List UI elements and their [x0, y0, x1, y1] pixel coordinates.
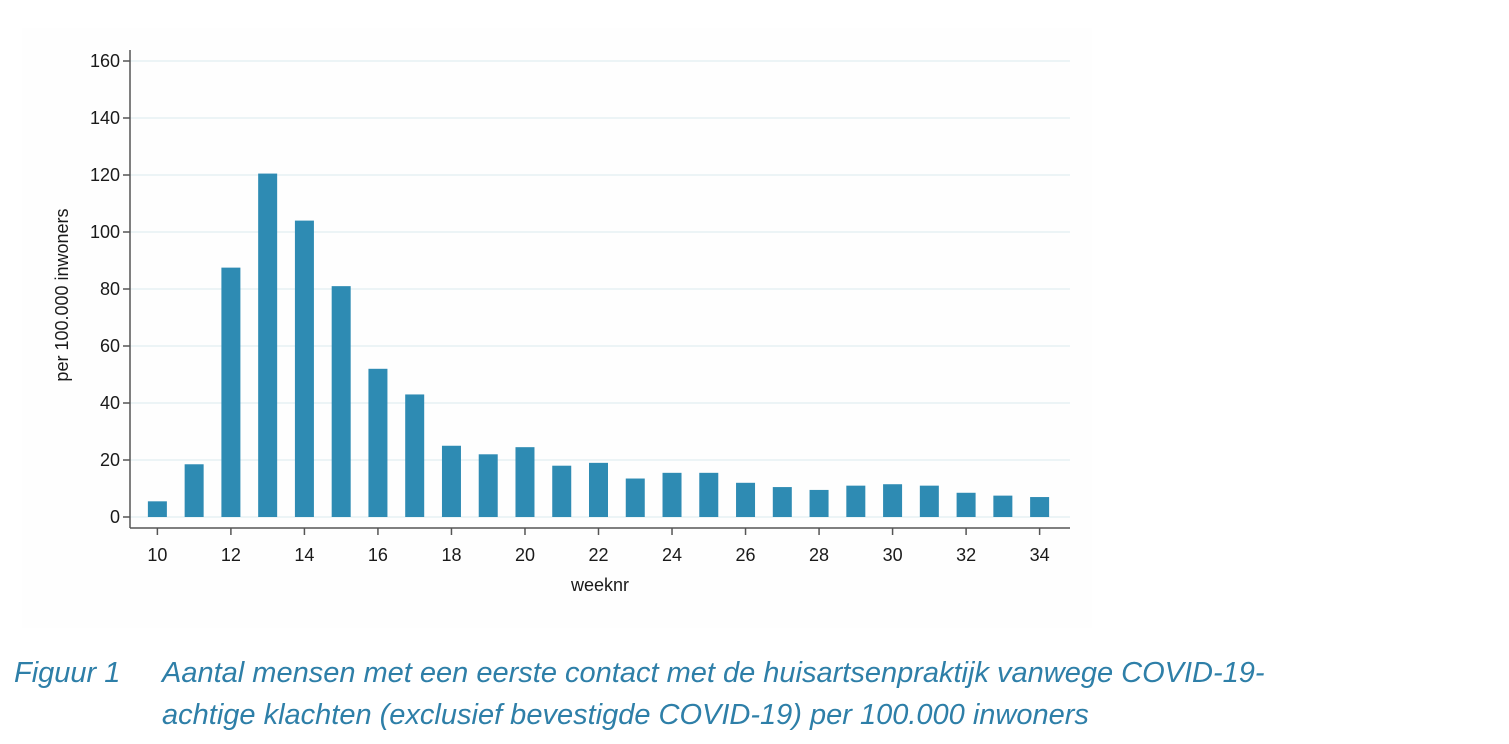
- x-tick-label: 10: [147, 545, 167, 565]
- x-tick-label: 32: [956, 545, 976, 565]
- bar: [956, 492, 976, 517]
- x-tick-label: 12: [221, 545, 241, 565]
- bar: [589, 462, 608, 517]
- caption-indent: [14, 694, 162, 736]
- y-tick-label: 0: [110, 507, 120, 527]
- bar: [221, 267, 241, 517]
- x-tick-label: 24: [662, 545, 682, 565]
- x-tick-label: 14: [294, 545, 314, 565]
- bar: [846, 485, 866, 517]
- y-tick-label: 140: [90, 108, 120, 128]
- x-tick-label: 16: [368, 545, 388, 565]
- bar: [441, 445, 461, 517]
- caption-text-line-2: achtige klachten (exclusief bevestigde C…: [162, 699, 1089, 731]
- bar: [405, 394, 425, 517]
- bar: [993, 495, 1013, 517]
- bar: [662, 472, 682, 517]
- y-tick-label: 20: [100, 450, 120, 470]
- bar: [625, 478, 645, 517]
- caption-label: Figuur 1: [14, 657, 121, 689]
- y-axis-ticks: 0 20 40 60 80 100 120 140 160: [90, 51, 130, 527]
- x-tick-label: 28: [809, 545, 829, 565]
- y-tick-label: 60: [100, 336, 120, 356]
- x-tick-label: 30: [883, 545, 903, 565]
- caption-text-line-1: Aantal mensen met een eerste contact met…: [162, 657, 1265, 689]
- bar: [552, 465, 572, 517]
- x-tick-label: 34: [1030, 545, 1050, 565]
- bar: [772, 487, 792, 517]
- bar: [919, 485, 939, 517]
- bar: [736, 482, 756, 517]
- bar: [331, 286, 351, 517]
- figure-caption: Figuur 1 Aantal mensen met een eerste co…: [14, 652, 1494, 736]
- y-tick-label: 100: [90, 222, 120, 242]
- bar: [699, 472, 719, 517]
- y-tick-label: 160: [90, 51, 120, 71]
- bar: [809, 489, 829, 517]
- bar: [515, 447, 535, 517]
- bar: [478, 454, 498, 517]
- bar: [294, 220, 314, 517]
- y-tick-label: 80: [100, 279, 120, 299]
- x-tick-label: 20: [515, 545, 535, 565]
- bars: [147, 173, 1050, 517]
- bar: [184, 464, 204, 517]
- bar: [368, 368, 388, 517]
- bar: [883, 484, 903, 517]
- bar: [1030, 497, 1050, 517]
- caption-line-2: achtige klachten (exclusief bevestigde C…: [14, 694, 1494, 736]
- caption-line-1: Figuur 1 Aantal mensen met een eerste co…: [14, 652, 1494, 694]
- y-tick-label: 120: [90, 165, 120, 185]
- gridlines: [130, 60, 1070, 518]
- bar: [147, 501, 167, 517]
- bar: [258, 173, 278, 517]
- y-axis-title: per 100.000 inwoners: [52, 208, 72, 381]
- x-tick-label: 22: [588, 545, 608, 565]
- y-tick-label: 40: [100, 393, 120, 413]
- bar-chart: 0 20 40 60 80 100 120 140 160 10 12 14 16 18 20 22 24 26…: [52, 50, 1070, 595]
- x-tick-label: 26: [736, 545, 756, 565]
- x-tick-label: 18: [441, 545, 461, 565]
- x-axis-ticks: 10 12 14 16 18 20 22 24 26 28 30 32 34: [147, 528, 1050, 565]
- x-axis-title: weeknr: [570, 575, 629, 595]
